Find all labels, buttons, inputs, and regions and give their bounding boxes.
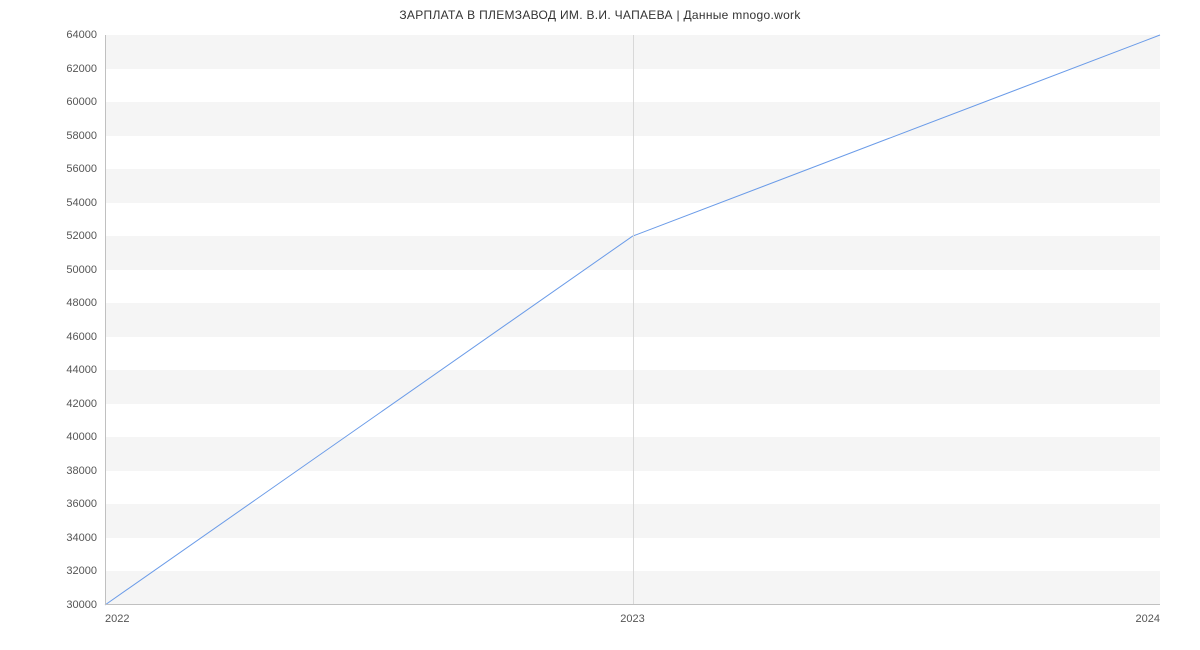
- x-tick-label: 2023: [620, 605, 644, 625]
- y-tick-label: 64000: [66, 29, 105, 41]
- plot-area: 3000032000340003600038000400004200044000…: [105, 35, 1160, 605]
- y-tick-label: 42000: [66, 398, 105, 410]
- y-tick-label: 30000: [66, 599, 105, 611]
- y-axis-line: [105, 35, 106, 605]
- y-tick-label: 48000: [66, 297, 105, 309]
- y-tick-label: 54000: [66, 197, 105, 209]
- chart-title: ЗАРПЛАТА В ПЛЕМЗАВОД ИМ. В.И. ЧАПАЕВА | …: [0, 8, 1200, 22]
- salary-line-chart: ЗАРПЛАТА В ПЛЕМЗАВОД ИМ. В.И. ЧАПАЕВА | …: [0, 0, 1200, 650]
- x-tick-label: 2022: [105, 605, 129, 625]
- y-tick-label: 56000: [66, 163, 105, 175]
- y-tick-label: 60000: [66, 96, 105, 108]
- x-axis-line: [105, 604, 1160, 605]
- x-gridline: [633, 35, 634, 605]
- y-tick-label: 52000: [66, 230, 105, 242]
- y-tick-label: 32000: [66, 565, 105, 577]
- y-tick-label: 50000: [66, 264, 105, 276]
- y-tick-label: 58000: [66, 130, 105, 142]
- y-tick-label: 46000: [66, 331, 105, 343]
- y-tick-label: 38000: [66, 465, 105, 477]
- y-tick-label: 34000: [66, 532, 105, 544]
- y-tick-label: 44000: [66, 364, 105, 376]
- x-tick-label: 2024: [1136, 605, 1160, 625]
- y-tick-label: 62000: [66, 63, 105, 75]
- y-tick-label: 40000: [66, 431, 105, 443]
- y-tick-label: 36000: [66, 498, 105, 510]
